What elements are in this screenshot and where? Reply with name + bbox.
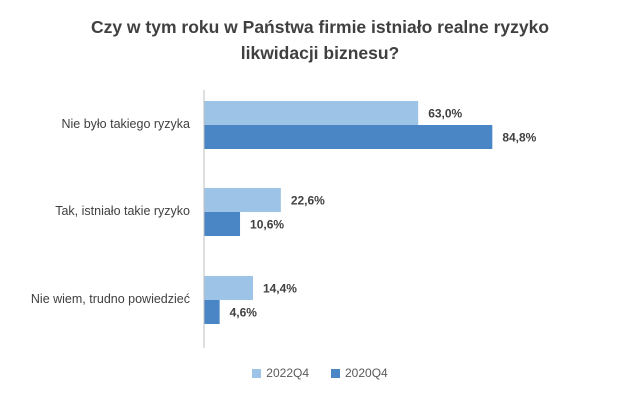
legend-item-2020q4: 2020Q4 (331, 366, 388, 380)
data-label: 10,6% (250, 218, 284, 232)
bar-2022q4 (204, 276, 253, 300)
legend-label-2022q4: 2022Q4 (266, 366, 309, 380)
bar-2022q4 (204, 101, 419, 125)
chart-title: Czy w tym roku w Państwa firmie istniało… (0, 14, 640, 66)
category-label: Nie było takiego ryzyka (61, 117, 190, 131)
bar-2020q4 (204, 212, 241, 236)
data-label: 22,6% (291, 194, 325, 208)
chart-title-line-2: likwidacji biznesu? (240, 43, 400, 63)
data-label: 63,0% (428, 107, 462, 121)
bar-2020q4 (204, 125, 493, 149)
bar-2022q4 (204, 188, 281, 212)
legend-swatch-2020q4 (331, 368, 340, 378)
legend-swatch-2022q4 (252, 368, 262, 378)
data-label: 4,6% (230, 306, 258, 320)
category-label: Nie wiem, trudno powiedzieć (31, 292, 190, 306)
legend-label-2020q4: 2020Q4 (345, 366, 388, 380)
chart-title-line-1: Czy w tym roku w Państwa firmie istniało… (90, 17, 550, 37)
category-label: Tak, istniało takie ryzyko (55, 204, 190, 218)
data-label: 14,4% (263, 282, 297, 296)
chart-legend: 2022Q4 2020Q4 (0, 366, 640, 380)
bar-2020q4 (204, 300, 220, 324)
legend-item-2022q4: 2022Q4 (252, 366, 309, 380)
data-label: 84,8% (502, 131, 536, 145)
